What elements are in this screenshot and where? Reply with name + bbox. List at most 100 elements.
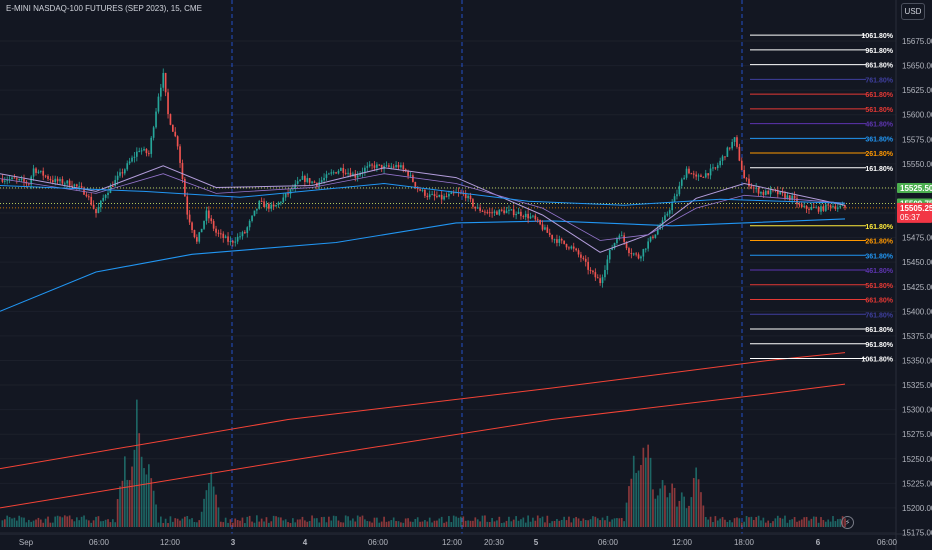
candle-body (793, 195, 796, 199)
volume-bar (736, 517, 738, 527)
volume-bar (671, 483, 673, 527)
candle-body (234, 241, 237, 243)
candle-body (256, 208, 258, 211)
y-tick-label: 15650.00 (902, 62, 932, 71)
volume-bar (325, 522, 328, 527)
volume-bar (680, 492, 683, 527)
candle-body (493, 211, 496, 213)
candle-body (119, 172, 121, 176)
volume-bar (59, 516, 61, 527)
y-tick-label: 15200.00 (902, 504, 932, 513)
y-tick-label: 15350.00 (902, 356, 932, 365)
volume-bar (366, 521, 369, 527)
volume-bar (685, 508, 688, 527)
volume-bar (455, 516, 457, 527)
volume-bar (462, 516, 465, 527)
volume-bar (647, 444, 649, 527)
volume-bar (757, 515, 760, 527)
volume-bar (510, 521, 513, 527)
candle-body (198, 232, 201, 242)
candle-body (450, 192, 453, 194)
candle-body (400, 165, 402, 168)
volume-bar (143, 468, 145, 527)
volume-bar (51, 522, 54, 527)
ema-fast-line (0, 165, 846, 253)
candle-body (203, 220, 205, 229)
volume-bar (102, 521, 105, 527)
candle-body (584, 258, 587, 262)
volume-bar (344, 515, 347, 527)
volume-bar (1, 520, 4, 527)
candle-body (443, 196, 445, 200)
fib-label: 661.80% (865, 92, 893, 99)
volume-bar (277, 517, 280, 527)
candle-body (162, 72, 165, 88)
candle-body (613, 243, 616, 249)
candle-body (709, 168, 712, 176)
volume-bar (577, 518, 580, 527)
volume-bar (35, 519, 37, 527)
sma-blue-line (0, 218, 846, 312)
candle-body (325, 174, 328, 178)
volume-bar (316, 518, 318, 527)
volume-bar (548, 523, 551, 527)
volume-bar (373, 517, 376, 527)
candle-body (726, 147, 729, 157)
volume-bar (515, 516, 517, 527)
volume-bar (66, 516, 69, 527)
candle-body (733, 137, 736, 142)
volume-bar (268, 522, 270, 527)
candles (1, 68, 846, 288)
candle-body (330, 172, 333, 174)
volume-bar (364, 519, 366, 527)
fib-levels[interactable]: 1061.80% 961.80% 861.80% 761.80% 661.80% 561.… (750, 33, 894, 364)
volume-bar (99, 521, 102, 527)
volume-bar (313, 518, 316, 527)
candle-body (611, 248, 613, 250)
volume-bar (196, 522, 198, 527)
lightning-icon[interactable]: ⚡ (841, 516, 854, 529)
volume-bar (111, 519, 114, 527)
candle-body (755, 187, 758, 189)
volume-bar (832, 516, 834, 527)
volume-bar (87, 520, 90, 527)
fib-label: 161.80% (865, 224, 893, 231)
volume-bar (774, 518, 777, 527)
candle-body (695, 174, 698, 177)
volume-bar (217, 507, 220, 527)
volume-bar (800, 519, 803, 527)
candle-body (47, 176, 49, 179)
candle-body (167, 92, 169, 115)
volume-bar (668, 492, 671, 527)
currency-button[interactable]: USD (901, 3, 925, 20)
volume-bar (649, 457, 652, 527)
volume-bar (606, 515, 609, 527)
volume-bar (676, 506, 678, 527)
x-tick-label: 5 (534, 538, 539, 547)
candle-body (280, 202, 282, 204)
fib-label: 961.80% (865, 48, 893, 55)
candle-body (738, 146, 741, 161)
volume-bar (683, 496, 686, 527)
candle-body (121, 172, 124, 174)
volume-bar (836, 519, 839, 527)
candle-body (719, 160, 722, 166)
time-axis[interactable]: Sep 06:00 12:00 3 4 06:00 12:00 20:30 5 06:00 12:0… (19, 538, 898, 547)
candle-body (284, 193, 287, 198)
volume-bar (328, 516, 330, 527)
volume-bar (474, 517, 477, 527)
volume-bar (558, 520, 561, 527)
volume-bar (340, 522, 342, 527)
candle-body (690, 173, 693, 175)
candle-body (311, 181, 313, 183)
volume-bar (260, 518, 263, 527)
volume-bar (762, 517, 765, 527)
candle-body (349, 172, 352, 177)
volume-bar (241, 517, 244, 527)
volume-bar (541, 516, 544, 527)
y-tick-label: 15225.00 (902, 479, 932, 488)
volume-bar (198, 520, 201, 527)
volume-bar (786, 522, 789, 527)
volume-bar (731, 522, 734, 527)
